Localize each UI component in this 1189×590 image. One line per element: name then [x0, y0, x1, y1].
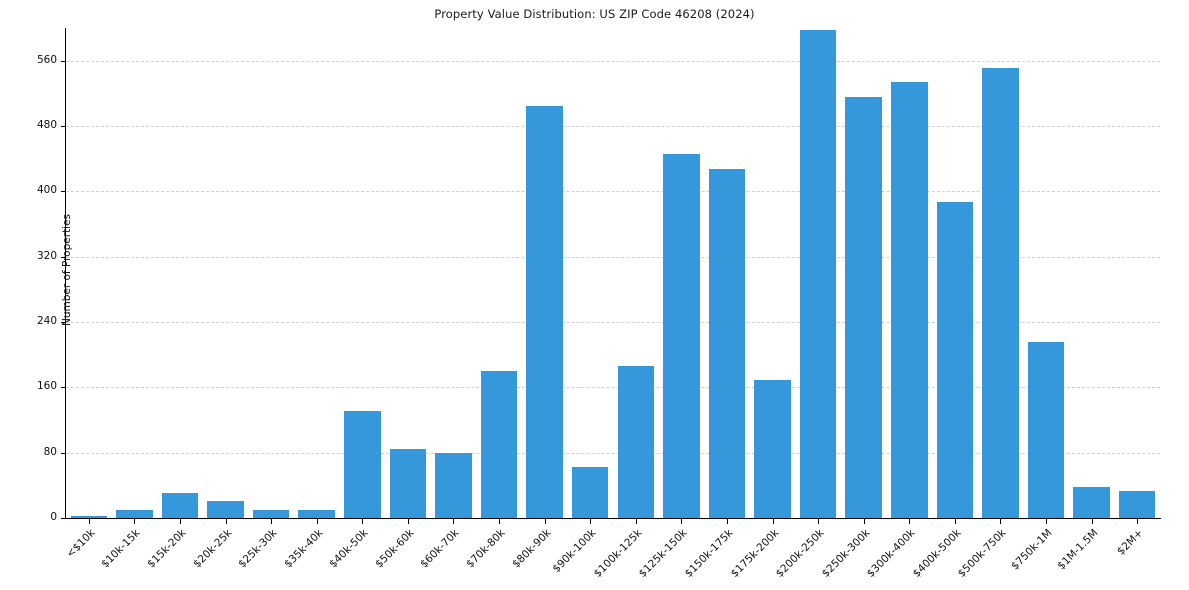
- bar[interactable]: [1027, 341, 1065, 518]
- y-tick-mark: [61, 518, 66, 519]
- x-tick-mark: [635, 519, 637, 524]
- x-tick-mark: [818, 519, 820, 524]
- plot-area: [66, 28, 1160, 518]
- x-tick-label: $2M+: [1115, 527, 1146, 558]
- bar[interactable]: [891, 81, 928, 518]
- bar[interactable]: [799, 30, 837, 518]
- x-tick-mark: [271, 519, 273, 524]
- bar[interactable]: [663, 153, 700, 518]
- gridline: [66, 256, 1160, 258]
- gridline: [66, 322, 1160, 323]
- x-tick-mark: [1046, 519, 1048, 524]
- y-tick-label: 160: [36, 380, 57, 393]
- y-tick-mark: [61, 191, 66, 193]
- x-tick-mark: [499, 519, 501, 524]
- x-axis-line: [65, 518, 1161, 519]
- y-axis-line: [65, 28, 66, 519]
- y-tick-mark: [61, 387, 66, 389]
- x-tick-mark: [1137, 519, 1139, 524]
- bar[interactable]: [116, 509, 153, 518]
- gridline: [66, 191, 1160, 193]
- y-tick-mark: [61, 322, 66, 323]
- x-tick-mark: [681, 519, 683, 524]
- bar[interactable]: [754, 379, 791, 518]
- x-tick-mark: [88, 519, 90, 524]
- bar[interactable]: [435, 452, 472, 518]
- x-tick-mark: [134, 519, 136, 524]
- bar[interactable]: [708, 169, 746, 518]
- y-tick-label: 480: [36, 119, 57, 131]
- y-axis-label-wrap: Number of Properties: [2, 180, 73, 360]
- x-tick-mark: [726, 519, 728, 524]
- y-tick-label: 240: [36, 315, 57, 327]
- x-tick-mark: [1000, 519, 1002, 524]
- y-tick-label: 560: [36, 53, 57, 66]
- y-tick-label: 80: [43, 445, 57, 458]
- x-tick-mark: [863, 519, 865, 524]
- bar[interactable]: [161, 492, 199, 518]
- x-tick-mark: [1091, 519, 1093, 524]
- bar[interactable]: [936, 201, 974, 518]
- x-tick-mark: [362, 519, 364, 524]
- bar[interactable]: [845, 96, 882, 518]
- bar[interactable]: [1118, 491, 1156, 518]
- gridline: [66, 452, 1160, 454]
- bar[interactable]: [70, 516, 107, 518]
- x-tick-mark: [407, 519, 409, 524]
- y-tick-mark: [61, 60, 66, 62]
- chart-title: Property Value Distribution: US ZIP Code…: [434, 7, 755, 21]
- bar[interactable]: [480, 371, 518, 518]
- x-tick-mark: [909, 519, 911, 524]
- x-tick-mark: [453, 519, 455, 524]
- x-tick-mark: [954, 519, 956, 524]
- x-tick-mark: [179, 519, 181, 524]
- y-tick-mark: [61, 126, 66, 127]
- x-tick-mark: [225, 519, 227, 524]
- gridline: [66, 60, 1160, 62]
- x-tick-mark: [544, 519, 546, 524]
- y-tick-mark: [61, 256, 66, 258]
- bar[interactable]: [1073, 486, 1110, 518]
- bar[interactable]: [298, 509, 335, 518]
- y-tick-label: 320: [36, 249, 57, 262]
- bar[interactable]: [617, 366, 654, 518]
- gridline: [66, 126, 1160, 127]
- bar[interactable]: [571, 467, 609, 518]
- x-tick-mark: [590, 519, 592, 524]
- x-tick-mark: [772, 519, 774, 524]
- y-tick-mark: [61, 452, 66, 454]
- bar[interactable]: [389, 449, 427, 518]
- gridline: [66, 387, 1160, 389]
- bar[interactable]: [207, 500, 244, 518]
- x-tick-mark: [316, 519, 318, 524]
- bar[interactable]: [344, 411, 381, 518]
- y-tick-label: 400: [36, 184, 57, 197]
- bar[interactable]: [526, 105, 563, 518]
- bar[interactable]: [252, 509, 290, 518]
- bar[interactable]: [982, 68, 1019, 518]
- y-tick-label: 0: [50, 511, 57, 523]
